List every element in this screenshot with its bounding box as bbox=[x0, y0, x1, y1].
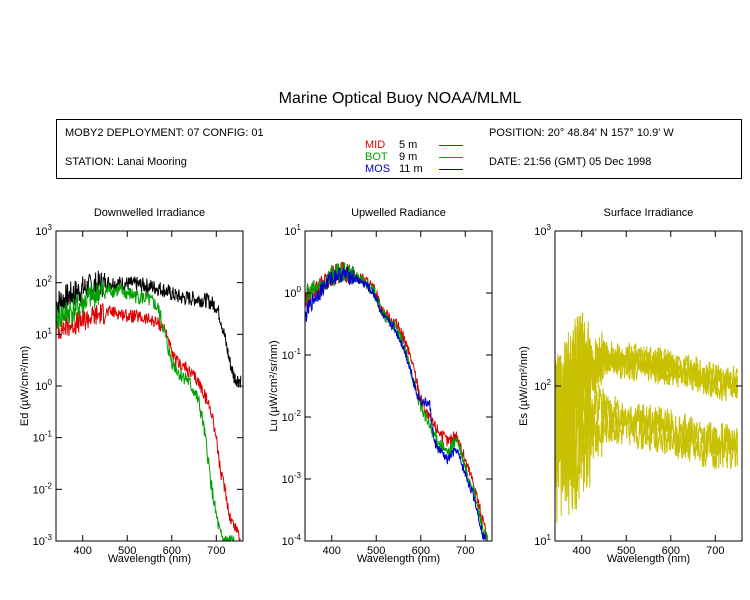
x-tick-label: 700 bbox=[207, 545, 225, 557]
plot-frame bbox=[304, 230, 493, 542]
chart-title: Marine Optical Buoy NOAA/MLML bbox=[278, 90, 522, 107]
y-tick-label: 100 bbox=[284, 285, 301, 300]
y-tick-label: 10-3 bbox=[33, 533, 53, 548]
y-axis-label: Es (µW/cm²/nm) bbox=[518, 346, 530, 426]
legend-line-swatch bbox=[439, 169, 463, 170]
panel-title: Upwelled Radiance bbox=[351, 207, 446, 219]
y-tick-label: 101 bbox=[284, 223, 301, 238]
panel-title: Surface Irradiance bbox=[604, 207, 694, 219]
y-tick-label: 101 bbox=[35, 326, 52, 341]
x-tick-label: 700 bbox=[456, 545, 474, 557]
y-tick-label: 100 bbox=[35, 378, 52, 393]
x-tick-label: 400 bbox=[573, 545, 591, 557]
series-line bbox=[56, 270, 242, 388]
y-tick-label: 103 bbox=[534, 223, 551, 238]
plot-frame bbox=[55, 230, 244, 542]
legend-line-swatch bbox=[439, 145, 463, 146]
x-axis-label: Wavelength (nm) bbox=[357, 553, 440, 565]
series-line bbox=[305, 262, 488, 541]
y-tick-label: 10-4 bbox=[282, 533, 302, 548]
x-tick-label: 600 bbox=[662, 545, 680, 557]
legend-name: MID bbox=[365, 139, 386, 151]
station-text: STATION: Lanai Mooring bbox=[65, 156, 187, 168]
chart-panel-3: Surface Irradiance 400 500 600 700 Wavelength… bbox=[518, 207, 743, 565]
x-tick-label: 600 bbox=[412, 545, 430, 557]
series-line bbox=[555, 365, 738, 524]
y-tick-label: 102 bbox=[35, 275, 52, 290]
y-tick-label: 10-1 bbox=[33, 430, 53, 445]
legend-name: MOS bbox=[365, 163, 391, 175]
panel-title: Downwelled Irradiance bbox=[94, 207, 205, 219]
x-tick-label: 400 bbox=[323, 545, 341, 557]
y-tick-label: 10-2 bbox=[33, 481, 53, 496]
series-line bbox=[56, 302, 241, 541]
y-tick-label: 102 bbox=[534, 378, 551, 393]
y-tick-label: 10-1 bbox=[282, 347, 302, 362]
series-line bbox=[305, 261, 488, 539]
x-tick-label: 500 bbox=[118, 545, 136, 557]
y-axis-label: Lu (µW/cm²/sr/nm) bbox=[268, 340, 280, 431]
x-tick-label: 400 bbox=[74, 545, 92, 557]
x-tick-label: 600 bbox=[163, 545, 181, 557]
x-tick-label: 700 bbox=[706, 545, 724, 557]
y-tick-label: 10-3 bbox=[282, 471, 302, 486]
y-axis-label: Ed (µW/cm²/nm) bbox=[19, 346, 31, 426]
legend-depth: 9 m bbox=[399, 151, 418, 163]
x-tick-label: 500 bbox=[617, 545, 635, 557]
y-tick-label: 101 bbox=[534, 533, 551, 548]
chart-panel-1: Downwelled Irradiance 400 500 600 700 Wavelen… bbox=[19, 207, 244, 565]
series-line bbox=[56, 280, 235, 541]
position-text: POSITION: 20° 48.84' N 157° 10.9' W bbox=[489, 127, 674, 139]
deployment-text: MOBY2 DEPLOYMENT: 07 CONFIG: 01 bbox=[65, 127, 264, 139]
x-axis-label: Wavelength (nm) bbox=[108, 553, 191, 565]
series-line bbox=[305, 266, 487, 541]
y-tick-label: 10-2 bbox=[282, 409, 302, 424]
deployment-info-box: MOBY2 DEPLOYMENT: 07 CONFIG: 01 STATION:… bbox=[56, 119, 742, 179]
x-tick-label: 500 bbox=[367, 545, 385, 557]
date-text: DATE: 21:56 (GMT) 05 Dec 1998 bbox=[489, 156, 652, 168]
legend-line-swatch bbox=[439, 157, 463, 158]
legend-depth: 5 m bbox=[399, 139, 418, 151]
legend-name: BOT bbox=[365, 151, 388, 163]
series-line bbox=[555, 321, 738, 461]
legend-depth: 11 m bbox=[399, 163, 423, 175]
y-tick-label: 103 bbox=[35, 223, 52, 238]
x-axis-label: Wavelength (nm) bbox=[607, 553, 690, 565]
chart-panel-2: Upwelled Radiance 400 500 600 700 Wavelength … bbox=[268, 207, 493, 565]
